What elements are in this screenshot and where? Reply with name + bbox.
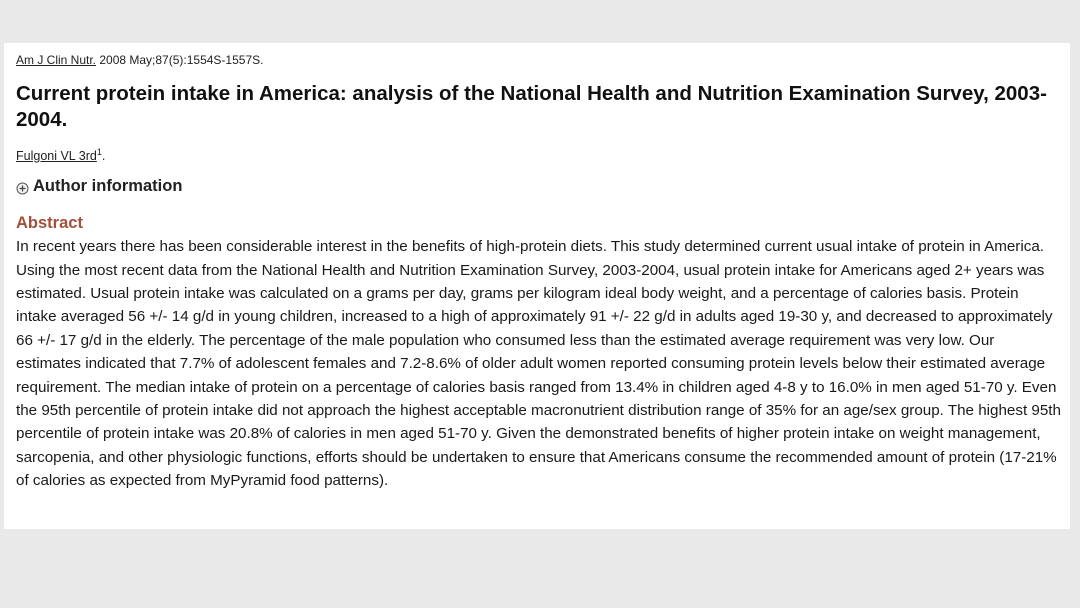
- author-information-label: Author information: [33, 177, 183, 196]
- abstract-heading: Abstract: [16, 214, 83, 233]
- journal-link[interactable]: Am J Clin Nutr.: [16, 53, 97, 67]
- plus-circle-icon: [16, 180, 29, 195]
- author-information-toggle[interactable]: Author information: [16, 176, 1058, 196]
- abstract-text: In recent years there has been considera…: [16, 238, 1061, 490]
- article-card: Am J Clin Nutr. 2008 May;87(5):1554S-155…: [4, 43, 1070, 529]
- author-line: Fulgoni VL 3rd1.: [16, 144, 1058, 164]
- citation-details: 2008 May;87(5):1554S-1557S.: [96, 53, 264, 67]
- article-title: Current protein intake in America: analy…: [16, 82, 1047, 131]
- author-suffix: .: [101, 149, 106, 164]
- citation-line: Am J Clin Nutr. 2008 May;87(5):1554S-155…: [16, 52, 1058, 68]
- author-affiliation-mark: 1: [96, 147, 102, 157]
- author-link[interactable]: Fulgoni VL 3rd: [16, 149, 97, 164]
